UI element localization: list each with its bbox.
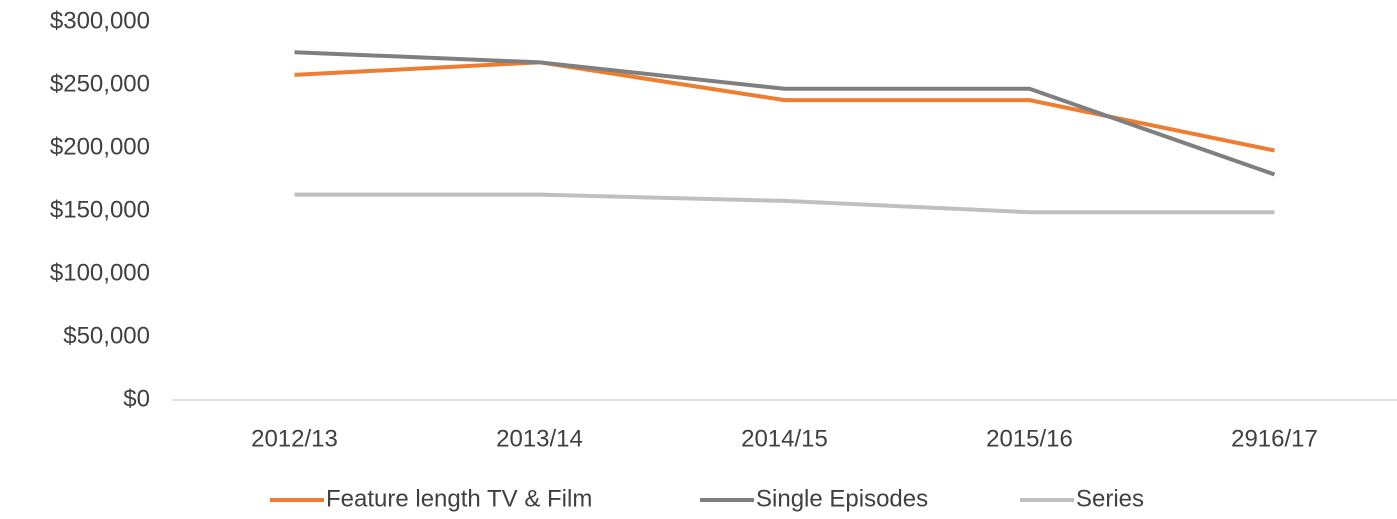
y-tick-label: $100,000 <box>50 259 150 286</box>
y-tick-label: $200,000 <box>50 133 150 160</box>
y-tick-label: $250,000 <box>50 70 150 97</box>
legend-label: Series <box>1076 485 1144 512</box>
x-tick-label: 2916/17 <box>1231 425 1318 452</box>
x-tick-label: 2013/14 <box>496 425 583 452</box>
x-tick-label: 2012/13 <box>251 425 338 452</box>
y-tick-label: $0 <box>123 385 150 412</box>
line <box>294 50 1276 177</box>
legend-label: Single Episodes <box>756 485 928 512</box>
legend-label: Feature length TV & Film <box>326 485 592 512</box>
y-tick-label: $300,000 <box>50 7 150 34</box>
x-tick-label: 2014/15 <box>741 425 828 452</box>
y-tick-label: $150,000 <box>50 196 150 223</box>
x-tick-label: 2015/16 <box>986 425 1073 452</box>
line <box>294 60 1275 153</box>
line <box>294 192 1275 215</box>
y-tick-label: $50,000 <box>63 322 150 349</box>
